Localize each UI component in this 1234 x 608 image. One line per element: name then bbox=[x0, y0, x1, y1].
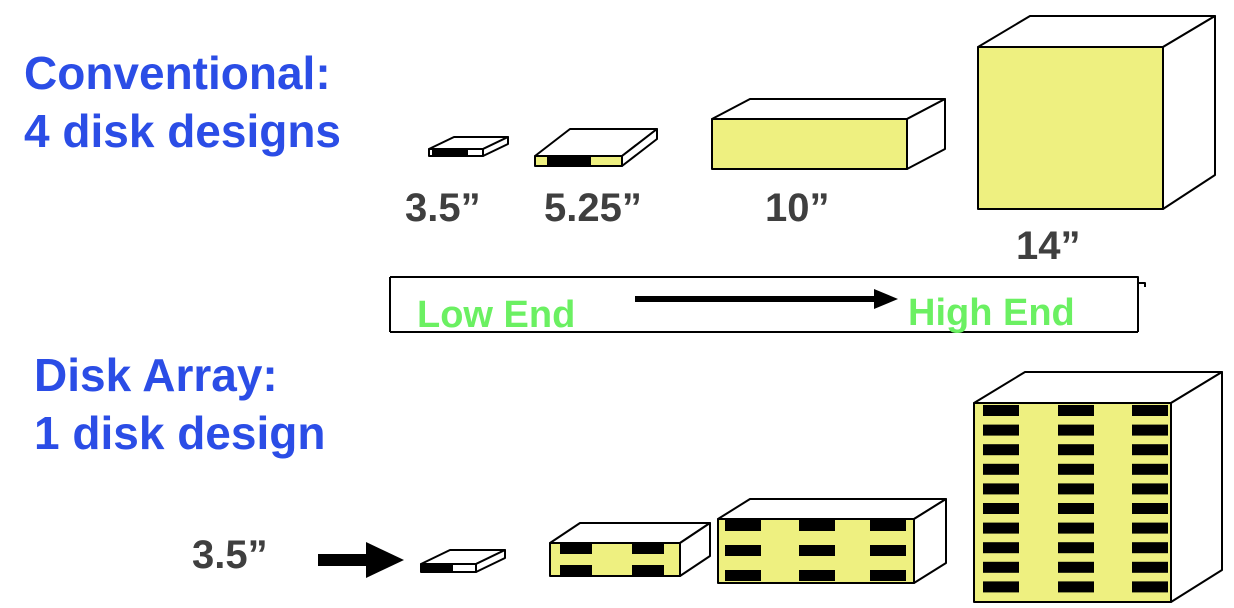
disk-3-5-inch bbox=[428, 136, 509, 157]
disk-slot bbox=[725, 545, 761, 556]
conventional-title-line1: Conventional: bbox=[24, 47, 331, 99]
disk-slot bbox=[799, 520, 835, 531]
array-large bbox=[973, 371, 1223, 603]
disk-slot bbox=[1132, 581, 1168, 593]
disk-slot bbox=[560, 565, 592, 575]
disk-slot bbox=[1058, 483, 1094, 495]
disk-slot bbox=[983, 483, 1019, 495]
disk-slot bbox=[983, 424, 1019, 436]
disk-slot bbox=[983, 503, 1019, 514]
disk-slot bbox=[870, 520, 906, 531]
disk-slot bbox=[725, 570, 761, 581]
disk-slot bbox=[1058, 424, 1094, 436]
disk-slot bbox=[632, 565, 664, 575]
array-arrow bbox=[318, 542, 404, 578]
disk-5-25-inch bbox=[534, 128, 658, 167]
disk-slot bbox=[1058, 561, 1094, 573]
array-small bbox=[549, 522, 711, 577]
disk-slot bbox=[799, 545, 835, 556]
disk-slot bbox=[1132, 405, 1168, 416]
disk-slot bbox=[1132, 542, 1168, 554]
disk-slot bbox=[983, 444, 1019, 456]
range-bracket bbox=[389, 276, 1146, 333]
array-title-line2: 1 disk design bbox=[34, 407, 326, 459]
disk-slot bbox=[799, 570, 835, 581]
disk-10-inch bbox=[711, 98, 946, 170]
disk-slot bbox=[1132, 483, 1168, 495]
disk-slot bbox=[1058, 503, 1094, 514]
array-size-label: 3.5” bbox=[192, 533, 268, 577]
disk-slot bbox=[983, 542, 1019, 554]
array-medium bbox=[717, 498, 947, 584]
conventional-title-line2: 4 disk designs bbox=[24, 105, 342, 157]
disk-slot bbox=[560, 544, 592, 554]
high-end-label: High End bbox=[908, 292, 1075, 334]
disk-slot bbox=[983, 463, 1019, 475]
disk-slot bbox=[870, 570, 906, 581]
disk-slot bbox=[1058, 522, 1094, 534]
disk-slot bbox=[1132, 463, 1168, 475]
disk-slot bbox=[983, 405, 1019, 416]
disk-slot bbox=[983, 581, 1019, 593]
disk-slot bbox=[983, 561, 1019, 573]
disk-slot bbox=[1132, 503, 1168, 514]
range-arrow bbox=[635, 289, 898, 309]
disk-slot bbox=[1132, 424, 1168, 436]
disk-slot bbox=[1058, 581, 1094, 593]
disk-slot bbox=[870, 545, 906, 556]
disk-slot bbox=[632, 544, 664, 554]
disk-slot bbox=[1132, 561, 1168, 573]
size-label-5-25: 5.25” bbox=[544, 186, 642, 230]
array-title-line1: Disk Array: bbox=[34, 349, 278, 401]
size-label-14: 14” bbox=[1016, 224, 1081, 268]
disk-slot bbox=[1058, 444, 1094, 456]
disk-slot bbox=[1058, 405, 1094, 416]
array-disk-single bbox=[420, 549, 506, 573]
disk-slot bbox=[725, 520, 761, 531]
size-label-3-5: 3.5” bbox=[405, 186, 481, 230]
disk-slot bbox=[1132, 444, 1168, 456]
disk-slot bbox=[1132, 522, 1168, 534]
disk-slot bbox=[983, 522, 1019, 534]
disk-slot bbox=[1058, 463, 1094, 475]
size-label-10: 10” bbox=[765, 186, 830, 230]
disk-14-inch bbox=[977, 15, 1216, 210]
low-end-label: Low End bbox=[417, 294, 576, 336]
disk-slot bbox=[1058, 542, 1094, 554]
